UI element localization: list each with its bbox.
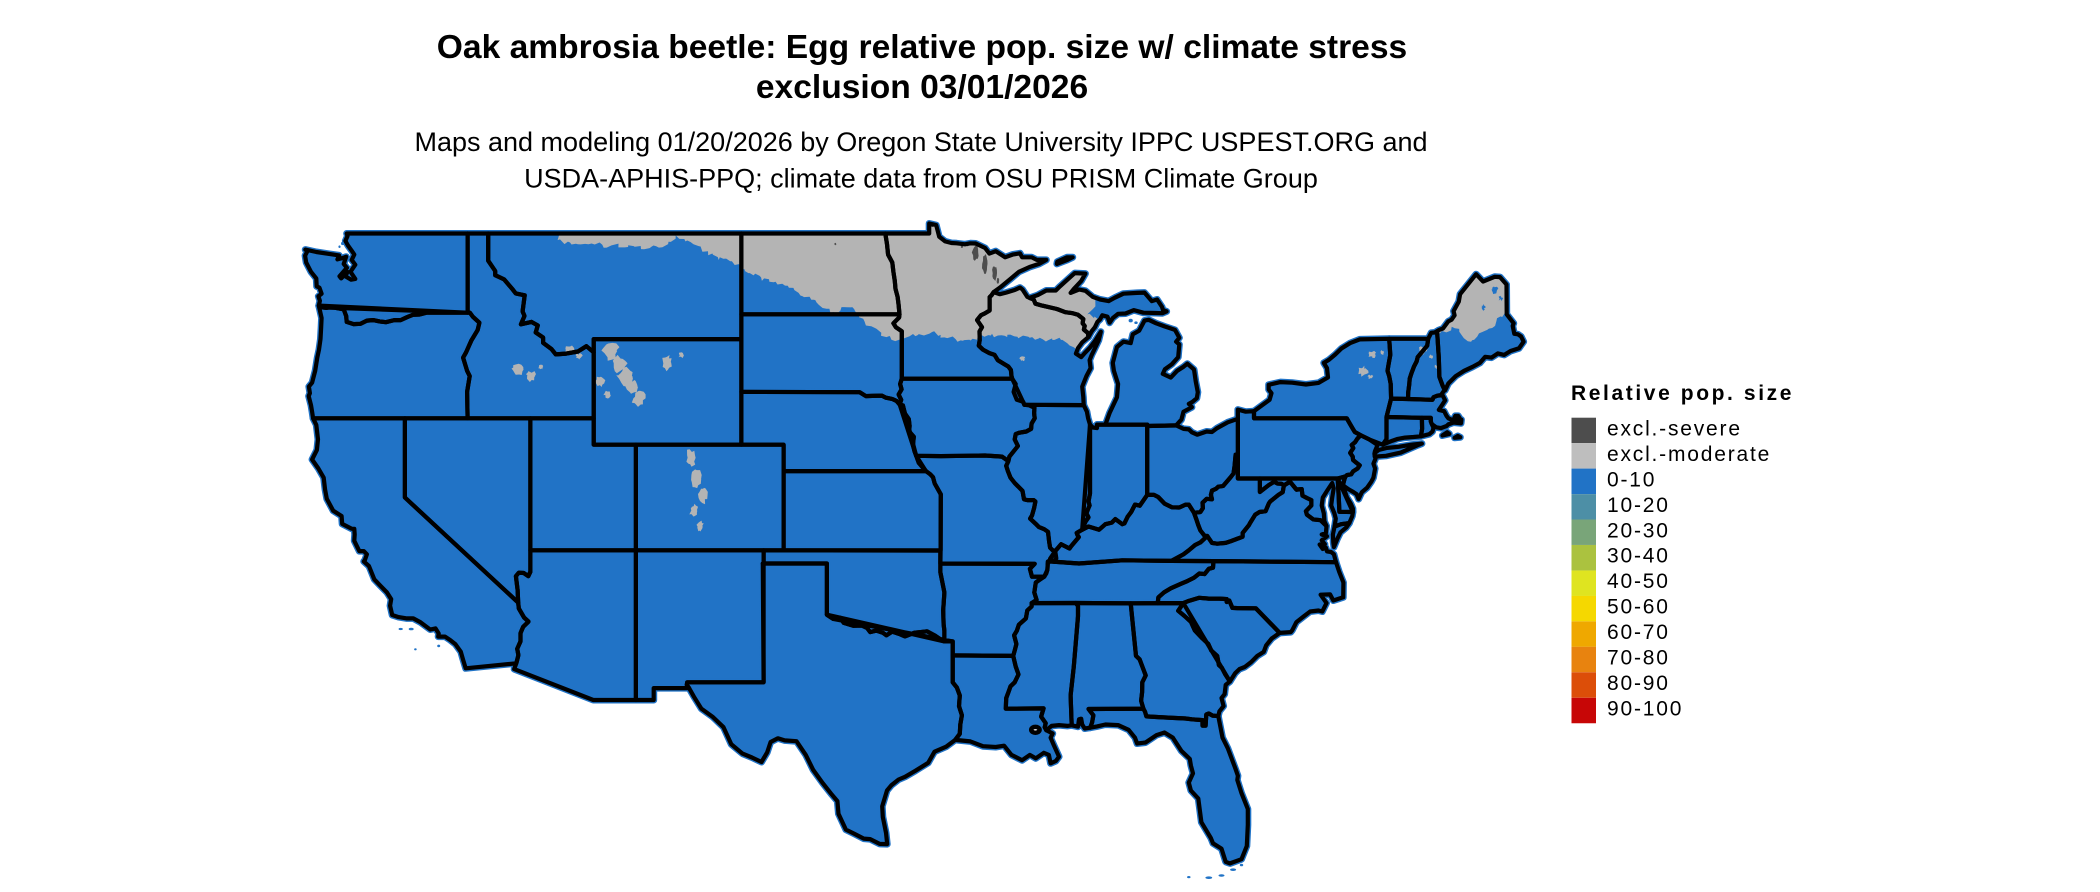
- svg-text:Relative pop. size: Relative pop. size: [1571, 382, 1794, 405]
- svg-text:80-90: 80-90: [1607, 672, 1670, 695]
- svg-text:Oak ambrosia beetle: Egg relat: Oak ambrosia beetle: Egg relative pop. s…: [437, 29, 1407, 66]
- svg-text:Maps and modeling 01/20/2026 b: Maps and modeling 01/20/2026 by Oregon S…: [414, 127, 1427, 157]
- svg-text:0-10: 0-10: [1607, 468, 1656, 491]
- svg-text:USDA-APHIS-PPQ; climate data f: USDA-APHIS-PPQ; climate data from OSU PR…: [524, 164, 1318, 194]
- svg-text:40-50: 40-50: [1607, 570, 1670, 593]
- svg-text:20-30: 20-30: [1607, 519, 1670, 542]
- svg-text:excl.-severe: excl.-severe: [1607, 417, 1742, 440]
- svg-text:90-100: 90-100: [1607, 698, 1683, 721]
- svg-text:70-80: 70-80: [1607, 647, 1670, 670]
- svg-text:excl.-moderate: excl.-moderate: [1607, 443, 1771, 466]
- svg-text:10-20: 10-20: [1607, 494, 1670, 517]
- svg-text:50-60: 50-60: [1607, 596, 1670, 619]
- svg-text:exclusion 03/01/2026: exclusion 03/01/2026: [756, 69, 1088, 106]
- svg-text:60-70: 60-70: [1607, 621, 1670, 644]
- svg-text:30-40: 30-40: [1607, 545, 1670, 568]
